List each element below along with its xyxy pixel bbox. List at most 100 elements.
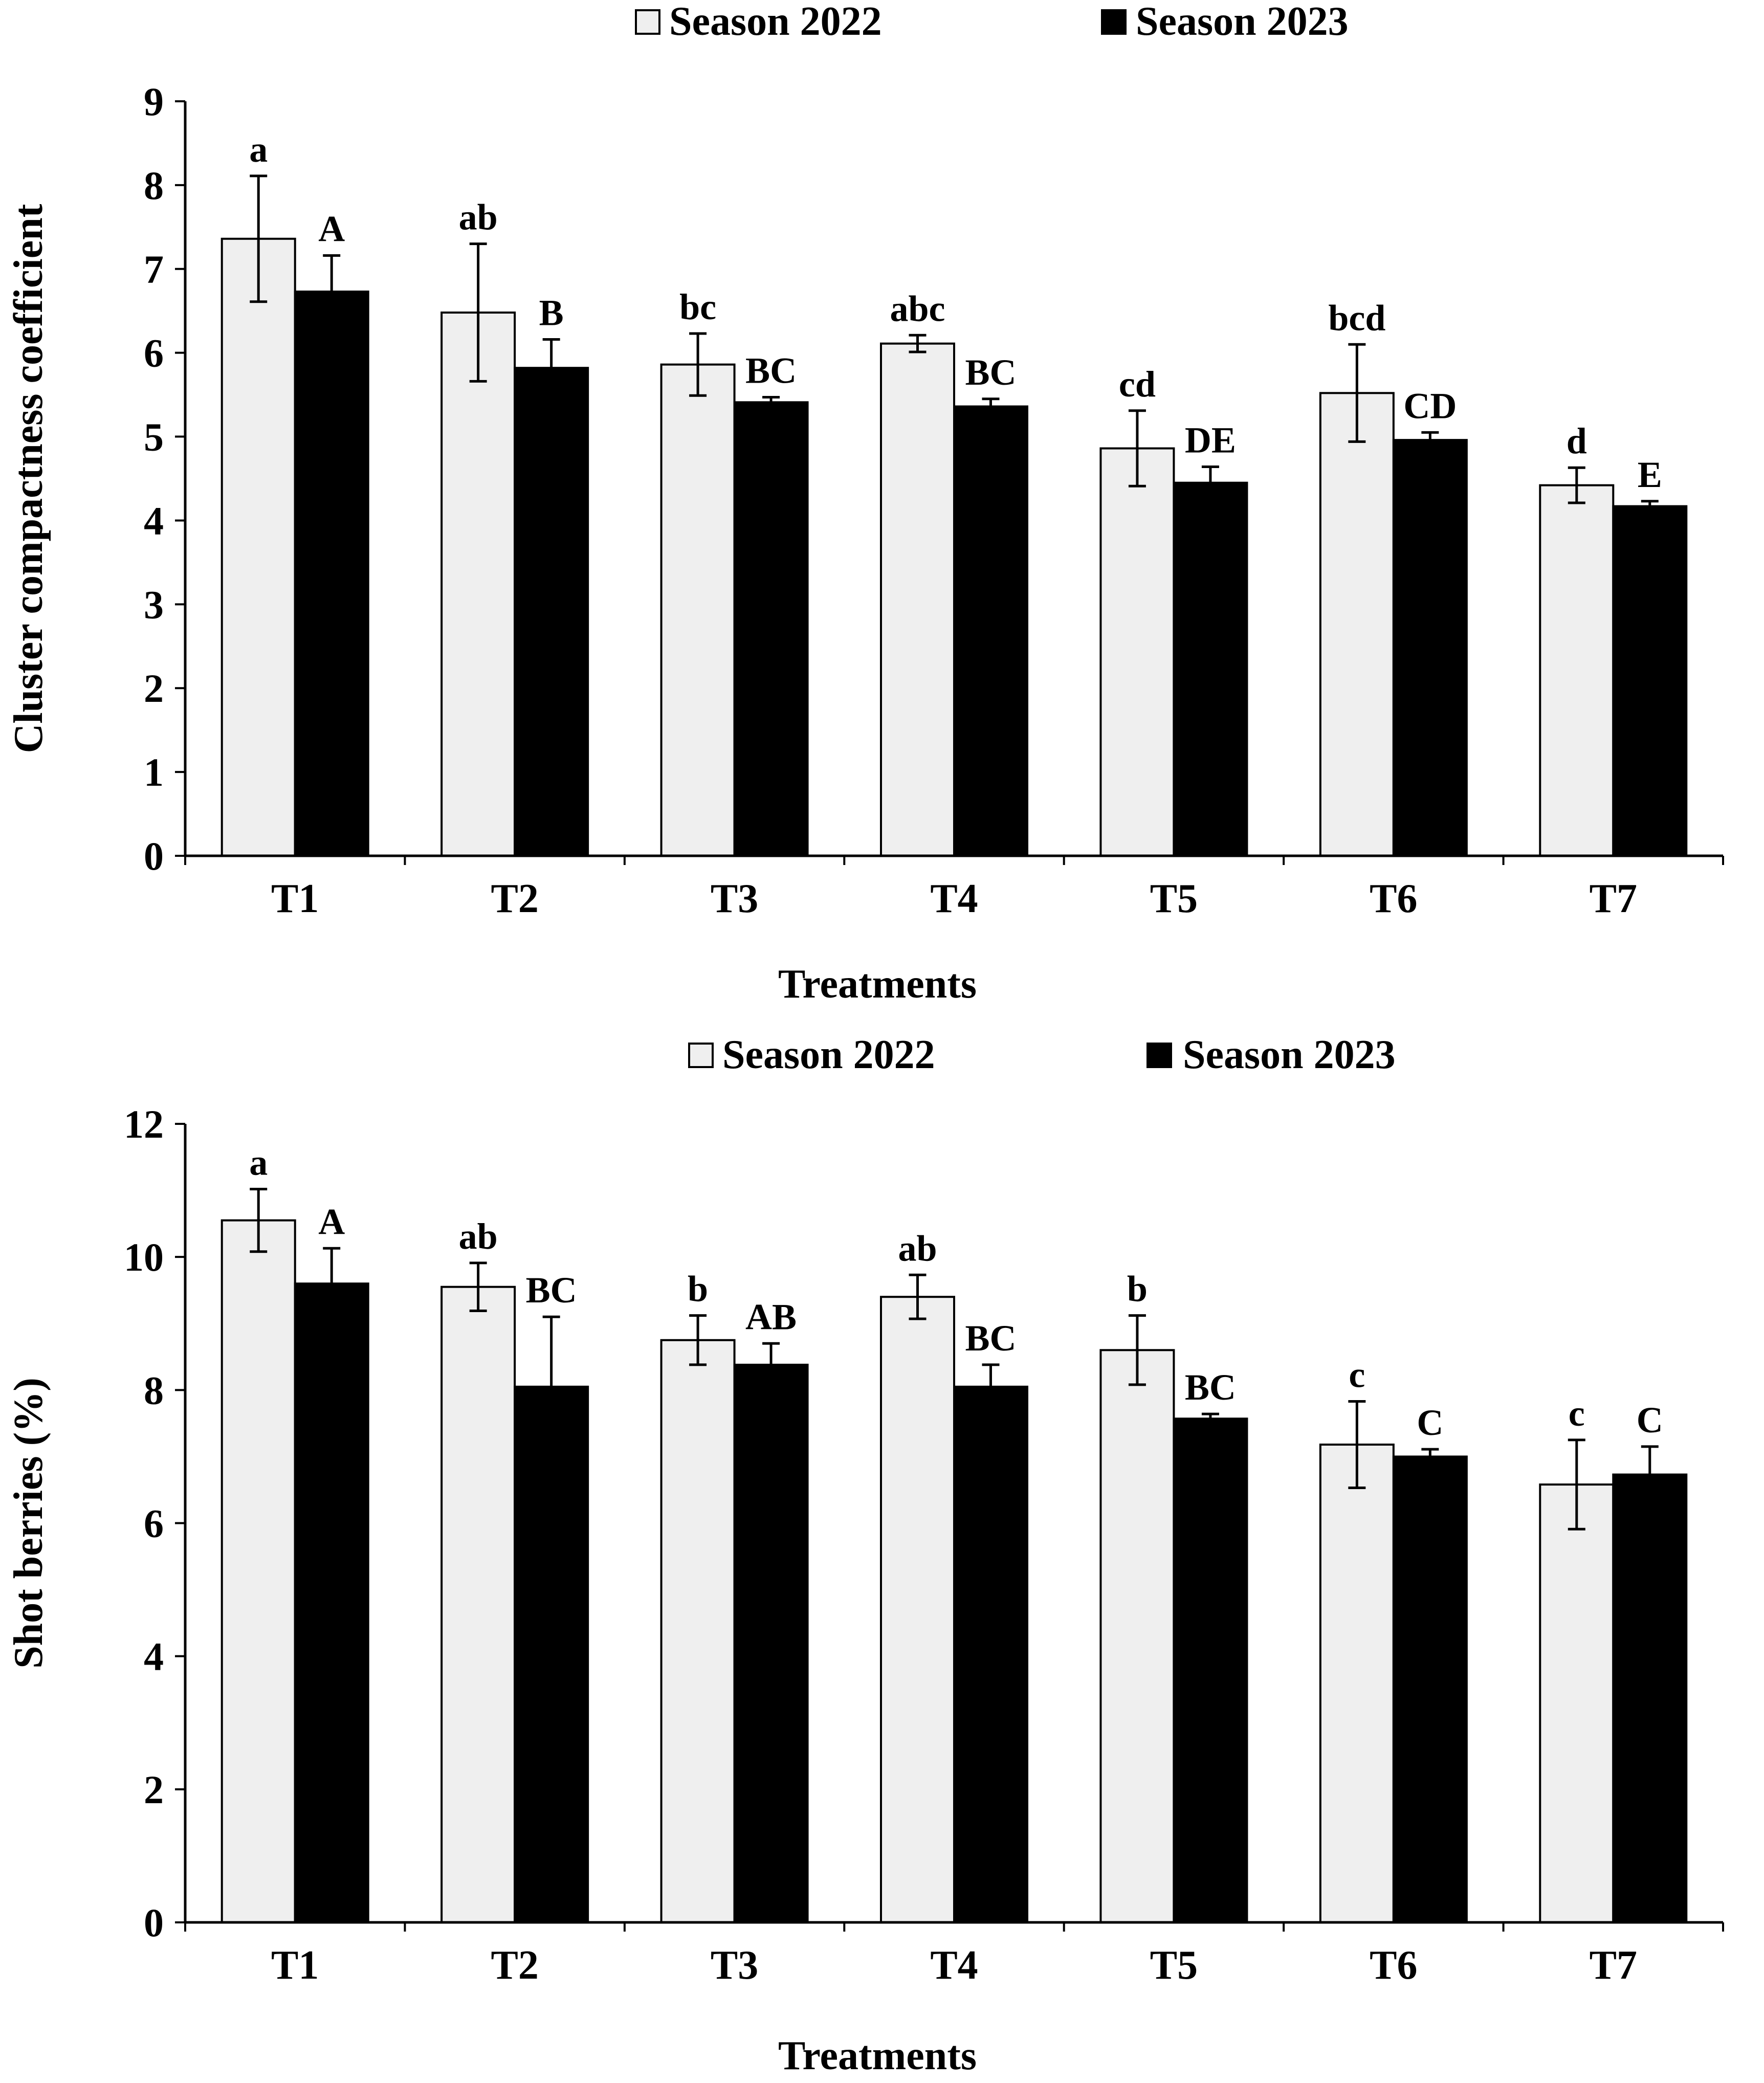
- x-tick-label: T6: [1370, 876, 1417, 921]
- bar-t3-2023: [733, 1363, 809, 1923]
- significance-label: C: [1637, 1400, 1663, 1441]
- significance-label: a: [249, 129, 268, 170]
- x-tick-label: T1: [271, 1943, 319, 1988]
- significance-label: abc: [890, 288, 945, 329]
- y-tick-label: 1: [144, 750, 164, 794]
- significance-label: bcd: [1328, 297, 1385, 338]
- significance-label: cd: [1119, 364, 1156, 405]
- bar-t7-2022: [1539, 1483, 1615, 1924]
- significance-label: DE: [1185, 420, 1236, 461]
- y-tick-label: 0: [144, 1900, 164, 1945]
- significance-label: b: [1127, 1269, 1148, 1310]
- legend-swatch-2023: [1101, 9, 1127, 35]
- y-tick-label: 2: [144, 1767, 164, 1812]
- bar-t1-2022: [220, 1219, 296, 1923]
- bar-t3-2022: [660, 1339, 736, 1923]
- y-tick-label: 3: [144, 582, 164, 627]
- x-tick-label: T1: [271, 876, 319, 921]
- significance-label: ab: [898, 1228, 937, 1269]
- bar-t4-2023: [953, 1385, 1028, 1923]
- significance-label: ab: [459, 197, 498, 238]
- bar-t4-2022: [880, 1296, 955, 1923]
- x-tick-label: T4: [930, 876, 978, 921]
- significance-label: A: [318, 1201, 345, 1242]
- bar-t7-2023: [1612, 505, 1688, 857]
- significance-label: BC: [1185, 1367, 1236, 1408]
- y-tick-label: 4: [144, 1634, 164, 1679]
- significance-label: a: [249, 1142, 268, 1183]
- chart-cluster-compactness: Season 2022 Season 2023 a A T1 ab B T2 bc BC T3 abc…: [6, 0, 1724, 1007]
- bar-t5-2022: [1099, 1349, 1175, 1924]
- significance-label: E: [1638, 454, 1662, 495]
- significance-label: B: [539, 292, 564, 333]
- x-axis-title: Treatments: [778, 962, 977, 1007]
- bar-t4-2022: [880, 342, 955, 857]
- bar-t4-2023: [953, 405, 1028, 857]
- y-tick-label: 10: [124, 1235, 164, 1279]
- legend-label-2023: Season 2023: [1136, 0, 1349, 44]
- x-axis-title: Treatments: [778, 2033, 977, 2078]
- legend-swatch-2022: [635, 9, 660, 35]
- y-tick-label: 6: [144, 331, 164, 375]
- x-tick-label: T3: [711, 876, 758, 921]
- x-tick-label: T7: [1590, 1943, 1637, 1988]
- significance-label: AB: [745, 1296, 797, 1337]
- bar-t6-2023: [1392, 439, 1468, 857]
- significance-label: BC: [526, 1270, 577, 1311]
- significance-label: bc: [679, 286, 716, 327]
- significance-label: c: [1349, 1354, 1365, 1395]
- x-tick-label: T6: [1370, 1943, 1417, 1988]
- bar-t6-2022: [1319, 392, 1395, 857]
- bar-t5-2022: [1099, 447, 1175, 857]
- y-tick-label: 5: [144, 415, 164, 459]
- legend-swatch-2022: [688, 1043, 714, 1068]
- y-tick-label: 2: [144, 666, 164, 711]
- y-tick-label: 9: [144, 79, 164, 124]
- significance-label: C: [1417, 1402, 1443, 1443]
- significance-label: BC: [745, 350, 797, 391]
- y-axis-title: Shot berries (%): [6, 1378, 51, 1669]
- legend-label-2022: Season 2022: [722, 1032, 935, 1077]
- significance-label: A: [318, 209, 345, 250]
- legend-label-2022: Season 2022: [669, 0, 882, 44]
- bar-t1-2023: [294, 1282, 369, 1923]
- bar-t3-2023: [733, 401, 809, 857]
- significance-label: BC: [965, 352, 1016, 393]
- y-tick-label: 4: [144, 498, 164, 543]
- bar-t6-2023: [1392, 1455, 1468, 1924]
- bar-t2-2023: [514, 367, 589, 857]
- y-tick-label: 8: [144, 1368, 164, 1412]
- y-axis-title: Cluster compactness coefficient: [6, 204, 51, 753]
- x-tick-label: T4: [930, 1943, 978, 1988]
- y-tick-label: 8: [144, 163, 164, 208]
- y-tick-label: 6: [144, 1501, 164, 1546]
- chart-shot-berries: Season 2022 Season 2023 a A T1 ab BC T2 b AB T3 ab B…: [6, 1032, 1724, 2078]
- significance-label: BC: [965, 1318, 1016, 1359]
- legend-label-2023: Season 2023: [1183, 1032, 1396, 1077]
- bar-t3-2022: [660, 363, 736, 857]
- x-tick-label: T2: [491, 1943, 538, 1988]
- significance-label: CD: [1403, 385, 1457, 426]
- bar-t7-2022: [1539, 484, 1615, 857]
- significance-label: b: [688, 1269, 708, 1310]
- x-tick-label: T5: [1150, 876, 1198, 921]
- x-tick-label: T3: [711, 1943, 758, 1988]
- bar-t1-2022: [220, 237, 296, 857]
- bar-t2-2022: [440, 1286, 516, 1923]
- y-tick-label: 0: [144, 834, 164, 878]
- x-tick-label: T5: [1150, 1943, 1198, 1988]
- bar-t6-2022: [1319, 1444, 1395, 1924]
- bar-t2-2022: [440, 312, 516, 857]
- bar-t5-2023: [1173, 1417, 1248, 1924]
- legend-swatch-2023: [1146, 1043, 1172, 1068]
- significance-label: ab: [459, 1216, 498, 1257]
- x-tick-label: T2: [491, 876, 538, 921]
- y-tick-label: 7: [144, 247, 164, 292]
- significance-label: d: [1567, 420, 1587, 461]
- bar-t1-2023: [294, 291, 369, 857]
- bar-t2-2023: [514, 1385, 589, 1923]
- bar-t7-2023: [1612, 1473, 1688, 1923]
- significance-label: c: [1569, 1393, 1585, 1434]
- bar-t5-2023: [1173, 481, 1248, 857]
